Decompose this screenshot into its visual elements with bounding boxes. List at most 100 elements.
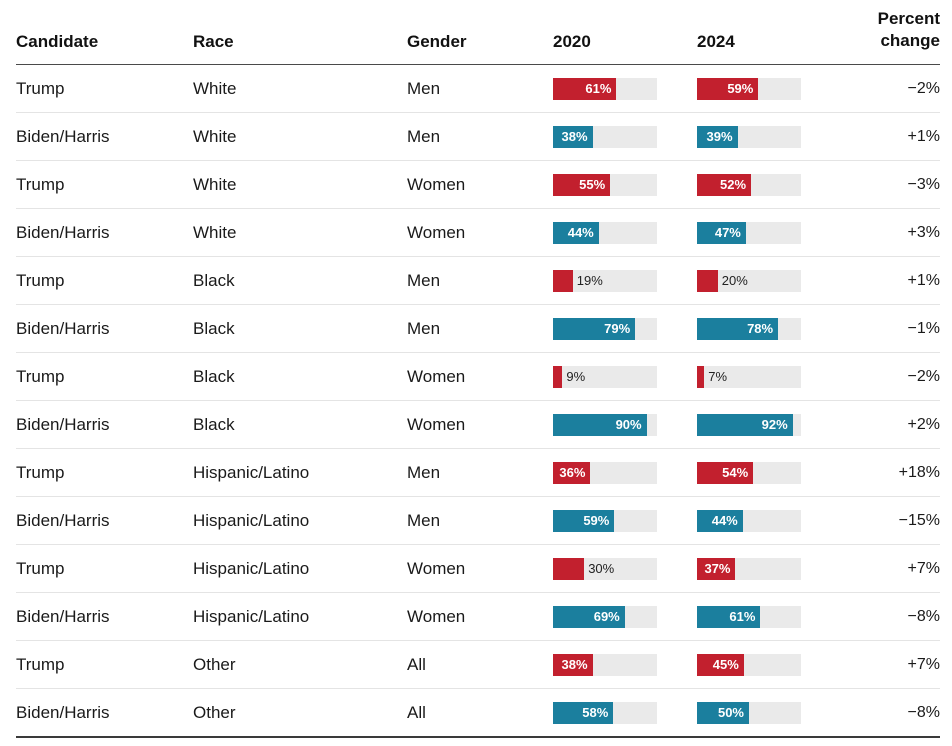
table-row: Biden/Harris White Women 44% 47% +3% (16, 209, 940, 258)
bar-cell-2024: 61% (697, 605, 841, 628)
candidate-cell: Trump (16, 366, 65, 386)
bar-track-2024: 50% (697, 701, 801, 724)
bar-cell-2024: 37% (697, 557, 841, 580)
bar-cell-2020: 38% (553, 125, 697, 148)
bar-cell-2020: 58% (553, 701, 697, 724)
gender-cell: Women (407, 558, 466, 578)
gender-cell: Men (407, 126, 441, 146)
bar-cell-2020: 61% (553, 77, 697, 100)
bar-track-2024: 54% (697, 461, 801, 484)
bar-fill-2020: 38% (553, 653, 593, 676)
bar-cell-2020: 44% (553, 221, 697, 244)
race-cell: White (193, 126, 237, 146)
header-percent-change-line: change (880, 31, 940, 51)
bar-track-2024: 47% (697, 221, 801, 244)
bar-value-label-2020: 9% (566, 368, 586, 384)
race-cell: White (193, 78, 237, 98)
bar-fill-2020: 38% (553, 125, 593, 148)
percent-change-cell: −3% (907, 175, 940, 193)
percent-change-cell: +7% (907, 655, 940, 673)
bar-fill-2020: 58% (553, 701, 614, 724)
gender-cell: Women (407, 174, 466, 194)
bar-cell-2024: 92% (697, 413, 841, 436)
table-header-row: Candidate Race Gender 2020 2024 Percent c… (16, 8, 940, 66)
bar-track-2024: 39% (697, 125, 801, 148)
candidate-cell: Biden/Harris (16, 222, 110, 242)
bar-track-2020: 38% (553, 653, 657, 676)
percent-change-cell: +7% (907, 559, 940, 577)
bar-value-label-2024: 20% (721, 272, 748, 288)
candidate-cell: Trump (16, 78, 65, 98)
bar-fill-2020: 55% (553, 173, 611, 196)
bar-track-2020: 30% (553, 557, 657, 580)
bar-track-2020: 38% (553, 125, 657, 148)
bar-fill-2024: 61% (697, 605, 761, 628)
bar-value-label-2024: 7% (708, 368, 728, 384)
candidate-cell: Trump (16, 654, 65, 674)
table-row: Trump White Men 61% 59% −2% (16, 65, 940, 114)
candidate-cell: Biden/Harris (16, 318, 110, 338)
gender-cell: Women (407, 606, 466, 626)
race-cell: Hispanic/Latino (193, 606, 310, 626)
percent-change-cell: −8% (907, 607, 940, 625)
candidate-cell: Trump (16, 174, 65, 194)
bar-track-2020: 58% (553, 701, 657, 724)
bar-track-2024: 78% (697, 317, 801, 340)
bar-fill-2024: 44% (697, 509, 743, 532)
bar-fill-2024 (697, 269, 718, 292)
bar-track-2020: 9% (553, 365, 657, 388)
bar-track-2020: 61% (553, 77, 657, 100)
race-cell: Black (193, 270, 235, 290)
gender-cell: Women (407, 414, 466, 434)
bar-cell-2024: 7% (697, 365, 841, 388)
bar-track-2024: 37% (697, 557, 801, 580)
percent-change-cell: +18% (898, 463, 940, 481)
bar-track-2020: 19% (553, 269, 657, 292)
bar-cell-2020: 90% (553, 413, 697, 436)
percent-change-cell: −8% (907, 703, 940, 721)
percent-change-cell: +3% (907, 223, 940, 241)
bar-fill-2024: 39% (697, 125, 738, 148)
bar-cell-2024: 39% (697, 125, 841, 148)
bar-cell-2024: 54% (697, 461, 841, 484)
bar-fill-2024: 45% (697, 653, 744, 676)
header-gender: Gender (407, 32, 467, 52)
percent-change-cell: −2% (907, 79, 940, 97)
percent-change-cell: +1% (907, 271, 940, 289)
bar-track-2024: 20% (697, 269, 801, 292)
bar-fill-2020: 59% (553, 509, 615, 532)
bar-fill-2020 (553, 365, 563, 388)
bar-cell-2020: 55% (553, 173, 697, 196)
header-percent-change: Percent change (841, 8, 940, 52)
bar-fill-2020: 61% (553, 77, 617, 100)
table-row: Biden/Harris Black Men 79% 78% −1% (16, 305, 940, 354)
bar-track-2024: 7% (697, 365, 801, 388)
gender-cell: All (407, 654, 426, 674)
race-cell: Hispanic/Latino (193, 558, 310, 578)
bar-cell-2020: 79% (553, 317, 697, 340)
candidate-cell: Biden/Harris (16, 414, 110, 434)
bar-fill-2020 (553, 557, 585, 580)
bar-track-2024: 92% (697, 413, 801, 436)
bar-track-2024: 44% (697, 509, 801, 532)
bar-track-2020: 69% (553, 605, 657, 628)
header-percent-change-line: Percent (877, 9, 940, 28)
bar-cell-2020: 9% (553, 365, 697, 388)
bar-cell-2024: 47% (697, 221, 841, 244)
table-row: Trump Black Men 19% 20% +1% (16, 257, 940, 306)
gender-cell: Men (407, 270, 441, 290)
table-row: Trump Hispanic/Latino Women 30% 37% +7% (16, 545, 940, 594)
bar-fill-2024 (697, 365, 705, 388)
bar-fill-2020: 44% (553, 221, 599, 244)
bar-value-label-2020: 19% (576, 272, 603, 288)
bar-cell-2024: 52% (697, 173, 841, 196)
bar-fill-2020 (553, 269, 573, 292)
table-row: Biden/Harris Hispanic/Latino Men 59% 44% −15% (16, 497, 940, 546)
bar-track-2020: 44% (553, 221, 657, 244)
bar-fill-2020: 36% (553, 461, 591, 484)
bar-fill-2024: 52% (697, 173, 752, 196)
candidate-cell: Biden/Harris (16, 606, 110, 626)
table-row: Biden/Harris Other All 58% 50% −8% (16, 689, 940, 739)
bar-track-2020: 79% (553, 317, 657, 340)
